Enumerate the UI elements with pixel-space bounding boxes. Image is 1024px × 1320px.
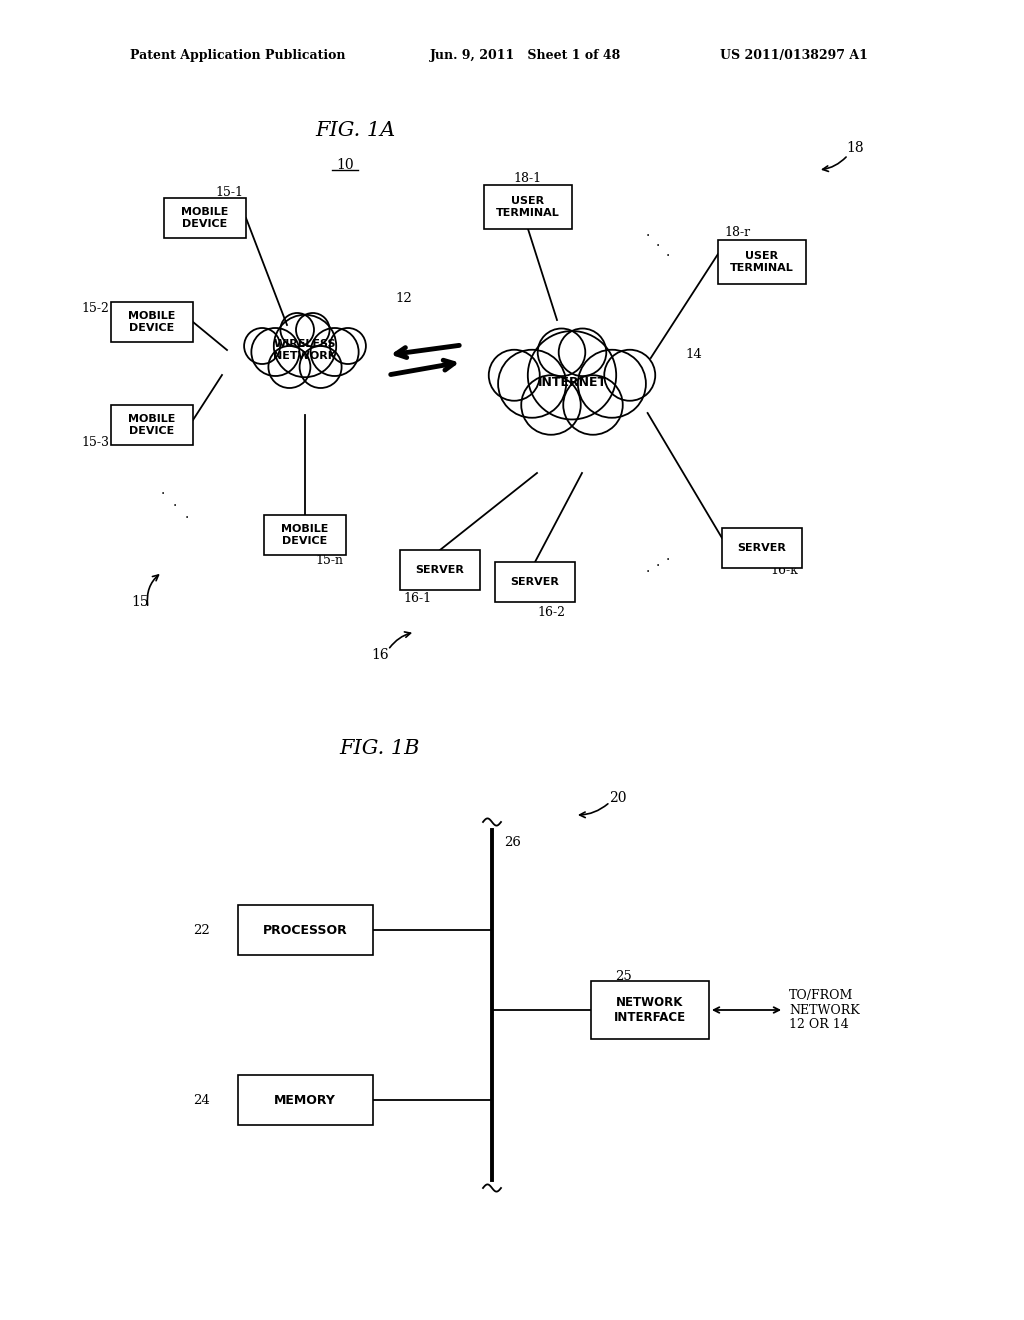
Text: .: . <box>656 235 660 249</box>
Text: WIRELESS
NETWORK: WIRELESS NETWORK <box>273 339 337 360</box>
Text: INTERNET: INTERNET <box>538 376 606 389</box>
Text: 16-k: 16-k <box>770 564 798 577</box>
Text: 16-2: 16-2 <box>537 606 565 619</box>
Circle shape <box>300 346 342 388</box>
Text: SERVER: SERVER <box>416 565 465 576</box>
Bar <box>264 515 346 554</box>
Bar <box>722 528 802 568</box>
Bar <box>400 550 480 590</box>
Text: 15-2: 15-2 <box>81 301 109 314</box>
Text: .: . <box>666 246 670 259</box>
Circle shape <box>563 375 623 434</box>
Text: 26: 26 <box>504 836 521 849</box>
Circle shape <box>310 327 358 376</box>
Text: MOBILE
DEVICE: MOBILE DEVICE <box>128 414 176 436</box>
Text: 16: 16 <box>371 648 389 663</box>
Text: SERVER: SERVER <box>737 543 786 553</box>
Bar <box>111 302 193 342</box>
Bar <box>484 185 572 228</box>
Text: USER
TERMINAL: USER TERMINAL <box>730 251 794 273</box>
Text: 25: 25 <box>615 970 632 983</box>
Circle shape <box>488 350 540 401</box>
Text: NETWORK
INTERFACE: NETWORK INTERFACE <box>614 997 686 1024</box>
Bar <box>495 562 575 602</box>
Circle shape <box>244 327 281 364</box>
Circle shape <box>498 350 566 417</box>
Bar <box>591 981 709 1039</box>
Text: USER
TERMINAL: USER TERMINAL <box>496 197 560 218</box>
Circle shape <box>330 327 366 364</box>
Text: .: . <box>656 554 660 569</box>
Text: .: . <box>666 549 670 564</box>
Text: .: . <box>173 495 177 510</box>
Text: SERVER: SERVER <box>511 577 559 587</box>
Circle shape <box>281 313 314 347</box>
Circle shape <box>521 375 581 434</box>
Text: US 2011/0138297 A1: US 2011/0138297 A1 <box>720 49 868 62</box>
Circle shape <box>604 350 655 401</box>
Circle shape <box>296 313 330 347</box>
Text: 15-1: 15-1 <box>215 186 243 198</box>
Text: Patent Application Publication: Patent Application Publication <box>130 49 345 62</box>
Text: .: . <box>646 561 650 576</box>
Bar <box>111 405 193 445</box>
Text: FIG. 1A: FIG. 1A <box>314 120 395 140</box>
Text: 22: 22 <box>193 924 210 936</box>
Circle shape <box>268 346 310 388</box>
Text: 15: 15 <box>131 595 148 609</box>
Circle shape <box>578 350 646 417</box>
Text: MOBILE
DEVICE: MOBILE DEVICE <box>128 312 176 333</box>
Text: FIG. 1B: FIG. 1B <box>340 738 420 758</box>
Text: 16-1: 16-1 <box>403 591 432 605</box>
Text: .: . <box>185 507 189 521</box>
Text: TO/FROM
NETWORK
12 OR 14: TO/FROM NETWORK 12 OR 14 <box>790 989 860 1031</box>
Circle shape <box>559 329 606 376</box>
Text: .: . <box>646 224 650 239</box>
Circle shape <box>251 327 299 376</box>
Text: 24: 24 <box>193 1093 210 1106</box>
Circle shape <box>538 329 586 376</box>
Text: 14: 14 <box>685 348 701 362</box>
Text: Jun. 9, 2011   Sheet 1 of 48: Jun. 9, 2011 Sheet 1 of 48 <box>430 49 622 62</box>
Text: MEMORY: MEMORY <box>274 1093 336 1106</box>
Text: PROCESSOR: PROCESSOR <box>262 924 347 936</box>
Text: .: . <box>161 483 165 498</box>
Text: 18-r: 18-r <box>724 226 751 239</box>
Bar <box>238 1074 373 1125</box>
Text: MOBILE
DEVICE: MOBILE DEVICE <box>282 524 329 545</box>
Text: 10: 10 <box>336 158 354 172</box>
Circle shape <box>273 314 336 378</box>
Text: 15-n: 15-n <box>315 553 343 566</box>
Bar <box>238 906 373 954</box>
Text: 18: 18 <box>846 141 864 154</box>
Text: 18-1: 18-1 <box>513 172 541 185</box>
Text: 20: 20 <box>609 791 627 805</box>
Bar <box>718 240 806 284</box>
Bar <box>164 198 246 238</box>
Text: 12: 12 <box>395 292 412 305</box>
Text: 15-3: 15-3 <box>81 437 109 450</box>
Text: MOBILE
DEVICE: MOBILE DEVICE <box>181 207 228 228</box>
Circle shape <box>527 331 616 420</box>
